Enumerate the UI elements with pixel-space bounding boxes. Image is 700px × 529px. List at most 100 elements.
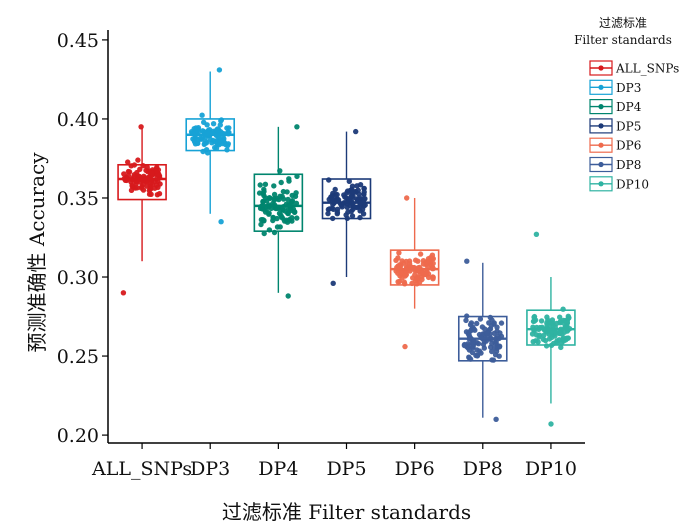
- data-point: [330, 280, 336, 286]
- data-point: [334, 191, 340, 198]
- data-point: [496, 343, 503, 349]
- iqr-box: [526, 309, 576, 346]
- x-tick-label: DP4: [258, 458, 298, 480]
- data-point: [470, 344, 476, 350]
- box-group-dp5: [321, 128, 372, 286]
- data-point: [565, 315, 571, 321]
- data-point: [349, 213, 356, 219]
- data-point: [128, 187, 135, 193]
- jitter-points: [188, 67, 232, 225]
- data-point: [276, 210, 283, 217]
- data-point: [148, 191, 154, 197]
- data-point: [544, 314, 550, 320]
- data-point: [144, 179, 150, 185]
- data-point: [561, 338, 567, 344]
- data-point: [415, 258, 421, 264]
- legend-key-dot: [598, 181, 604, 187]
- data-point: [289, 215, 295, 221]
- data-point: [190, 136, 196, 142]
- x-tick-label: DP5: [326, 458, 366, 480]
- box-group-dp3: [185, 67, 236, 225]
- data-point: [138, 185, 144, 191]
- data-point: [222, 141, 229, 148]
- data-point: [474, 347, 480, 353]
- data-point: [294, 215, 300, 221]
- data-point: [557, 314, 563, 320]
- data-point: [149, 170, 155, 176]
- data-point: [261, 186, 267, 193]
- data-point: [425, 274, 432, 281]
- data-point: [430, 276, 436, 282]
- data-point: [564, 335, 571, 342]
- data-point: [357, 214, 363, 221]
- data-point: [204, 122, 210, 128]
- data-point: [406, 258, 413, 264]
- data-point: [350, 189, 356, 195]
- data-point: [360, 211, 367, 217]
- data-point: [154, 168, 160, 174]
- data-point: [361, 196, 367, 202]
- data-point: [469, 349, 476, 356]
- data-point: [557, 330, 563, 337]
- legend-title-line-2: Filter standards: [574, 33, 672, 47]
- legend: 过滤标准 Filter standards ALL_SNPs DP3 DP4 DP5 D…: [574, 16, 679, 192]
- data-point: [143, 167, 149, 174]
- data-point: [354, 183, 360, 189]
- y-tick-label: 0.25: [57, 346, 99, 368]
- data-point: [200, 128, 206, 134]
- data-point: [464, 258, 470, 264]
- data-point: [285, 196, 291, 203]
- legend-item-dp5: DP5: [589, 118, 641, 134]
- data-point: [285, 293, 291, 299]
- legend-item-dp10: DP10: [589, 176, 649, 192]
- data-point: [361, 189, 367, 195]
- data-point: [402, 343, 408, 350]
- legend-label: DP8: [616, 158, 641, 172]
- data-point: [125, 173, 132, 179]
- legend-item-dp8: DP8: [589, 156, 641, 173]
- data-point: [135, 157, 141, 163]
- data-point: [258, 217, 265, 223]
- data-point: [355, 187, 361, 193]
- data-point: [261, 230, 267, 237]
- data-point: [217, 129, 224, 135]
- data-point: [346, 197, 352, 203]
- data-point: [346, 178, 352, 184]
- legend-label: DP3: [616, 81, 641, 95]
- legend-item-dp6: DP6: [589, 137, 641, 153]
- data-point: [484, 330, 490, 336]
- data-point: [213, 145, 220, 151]
- data-point: [325, 210, 331, 217]
- data-point: [493, 348, 500, 354]
- y-tick-label: 0.40: [57, 109, 99, 131]
- y-tick-label: 0.45: [57, 30, 99, 52]
- data-point: [353, 128, 359, 135]
- data-point: [216, 67, 223, 73]
- data-point: [262, 181, 269, 187]
- data-point: [294, 124, 300, 130]
- data-point: [395, 255, 401, 261]
- data-point: [463, 317, 469, 324]
- iqr-box: [117, 163, 167, 201]
- data-point: [395, 270, 401, 276]
- data-point: [326, 206, 333, 212]
- legend-key-dot: [598, 142, 604, 148]
- plot-area: [117, 67, 576, 427]
- data-point: [404, 195, 410, 201]
- data-point: [396, 250, 402, 256]
- data-point: [280, 196, 287, 202]
- data-point: [334, 209, 341, 215]
- legend-key-dot: [598, 161, 604, 168]
- data-point: [217, 138, 224, 144]
- data-point: [489, 317, 495, 323]
- data-point: [120, 290, 127, 296]
- legend-title-line-1: 过滤标准: [599, 16, 647, 30]
- data-point: [210, 121, 217, 127]
- data-point: [279, 215, 286, 221]
- jitter-points: [120, 124, 163, 296]
- data-point: [278, 179, 284, 186]
- data-point: [395, 279, 401, 285]
- data-point: [326, 177, 332, 183]
- data-point: [494, 324, 500, 330]
- box-group-dp8: [457, 258, 508, 422]
